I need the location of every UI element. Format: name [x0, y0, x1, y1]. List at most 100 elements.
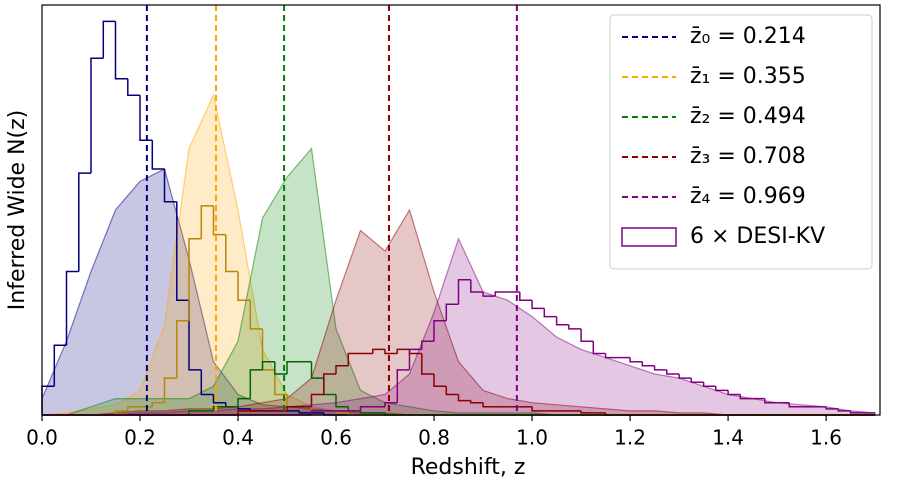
histogram-bin: [482, 402, 496, 408]
histogram-bin: [127, 406, 140, 411]
histogram-bin: [274, 361, 287, 375]
histogram-bin: [261, 360, 275, 370]
histogram-bin: [237, 271, 251, 301]
histogram-bin: [543, 308, 557, 318]
histogram-bin: [163, 169, 177, 203]
x-tick-label: 0.0: [26, 426, 58, 450]
legend-label: z̄₀ = 0.214: [690, 24, 806, 49]
histogram-bin: [176, 201, 189, 301]
histogram-bin: [310, 361, 324, 379]
histogram-bin: [310, 393, 324, 407]
histogram-bin: [580, 410, 594, 414]
histogram-bin: [286, 360, 300, 374]
histogram-bin: [212, 406, 226, 411]
legend-box: [609, 14, 873, 270]
histogram-bin: [237, 410, 251, 415]
x-tick-label: 1.6: [810, 426, 842, 450]
legend-swatch: [621, 227, 677, 247]
histogram-bin: [323, 373, 336, 395]
histogram-bin: [212, 394, 226, 404]
histogram-bin: [286, 406, 300, 411]
y-axis-label: Inferred Wide N(z): [5, 110, 30, 310]
histogram-bin: [335, 365, 349, 374]
legend-label: z̄₄ = 0.969: [690, 184, 806, 209]
histogram-bin: [702, 382, 716, 388]
histogram-bin: [274, 369, 287, 396]
histogram-bin: [421, 340, 434, 350]
legend-label: z̄₁ = 0.355: [690, 64, 806, 89]
x-tick-label: 0.2: [124, 426, 156, 450]
histogram-bin: [335, 394, 349, 408]
histogram-bin: [188, 410, 202, 415]
x-tick-label: 1.0: [516, 426, 548, 450]
histogram-bin: [555, 316, 569, 326]
histogram-bin: [188, 237, 202, 321]
histogram-bin: [727, 390, 741, 396]
histogram-bin: [200, 205, 214, 239]
histogram-bin: [788, 402, 802, 408]
histogram-bin: [114, 21, 128, 80]
histogram-bin: [225, 234, 238, 273]
histogram-bin: [102, 20, 116, 59]
histogram-bin: [384, 349, 398, 355]
histogram-bin: [359, 406, 373, 411]
histogram-bin: [457, 394, 471, 402]
histogram-bin: [298, 410, 312, 414]
histogram-bin: [433, 319, 447, 342]
histogram-bin: [837, 408, 851, 412]
legend-label: z̄₂ = 0.494: [690, 104, 806, 129]
x-axis-label: Redshift, z: [411, 455, 526, 480]
histogram-bin: [690, 378, 704, 383]
x-tick-label: 0.4: [222, 426, 254, 450]
histogram-bin: [825, 406, 839, 410]
x-tick-label: 0.8: [418, 426, 450, 450]
histogram-bin: [445, 303, 459, 321]
histogram-bin: [592, 341, 606, 355]
histogram-bin: [641, 361, 655, 367]
legend-label: 6 × DESI-KV: [690, 224, 825, 249]
histogram-bin: [580, 328, 594, 342]
histogram-bin: [470, 279, 484, 293]
histogram-bin: [568, 324, 582, 330]
histogram-bin: [849, 410, 863, 414]
histogram-bin: [678, 374, 692, 379]
histogram-bin: [139, 95, 153, 142]
legend: z̄₀ = 0.214 z̄₁ = 0.355 z̄₂ = 0.494 z̄₃ = 0…: [609, 14, 873, 270]
histogram-bin: [408, 348, 422, 370]
histogram-bin: [629, 357, 643, 363]
histogram-bin: [90, 57, 104, 174]
histogram-bin: [531, 300, 545, 310]
histogram-bin: [482, 292, 496, 297]
histogram-bin: [237, 397, 251, 407]
histogram-bin: [200, 369, 214, 396]
histogram-bin: [53, 344, 67, 387]
histogram-bin: [372, 348, 385, 354]
histogram-bin: [151, 140, 165, 170]
histogram-bin: [188, 300, 202, 371]
histogram-bin: [176, 319, 189, 379]
plot-frame: [41, 4, 881, 416]
histogram-bin: [519, 292, 533, 301]
histogram-bin: [384, 401, 398, 407]
histogram-bin: [65, 270, 79, 346]
histogram-bin: [212, 205, 226, 236]
histogram-bin: [604, 353, 618, 359]
histogram-bin: [151, 401, 165, 407]
histogram-bin: [470, 400, 484, 404]
histogram-bin: [249, 300, 263, 330]
histogram-bin: [396, 369, 410, 403]
histogram-bin: [78, 172, 91, 272]
histogram-bin: [433, 374, 447, 388]
histogram-bin: [310, 410, 324, 415]
histogram-bin: [347, 352, 361, 366]
histogram-bin: [249, 369, 263, 399]
histogram-bin: [739, 394, 753, 400]
x-tick-label: 0.6: [320, 426, 352, 450]
histogram-bin: [457, 278, 471, 305]
x-tick-label: 1.4: [712, 426, 744, 450]
histogram-bin: [666, 369, 680, 375]
x-tick-label: 1.2: [614, 426, 646, 450]
histogram-bin: [421, 353, 434, 375]
histogram-bin: [653, 365, 667, 371]
